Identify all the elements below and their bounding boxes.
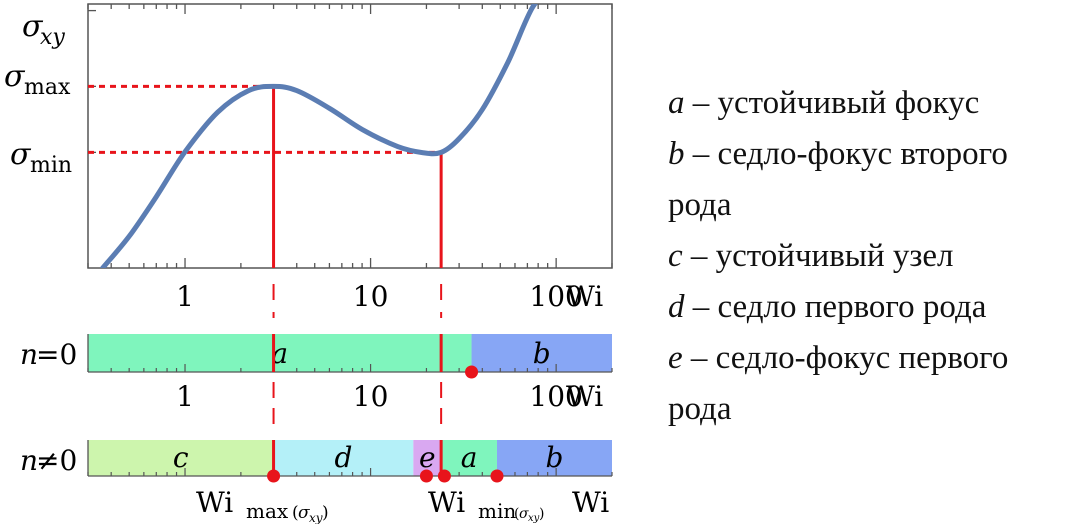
svg-text:max: max (246, 499, 289, 523)
bar-segment-label-b: b (533, 337, 551, 370)
legend-item-e: e – седло-фокус первого (668, 340, 1009, 376)
svg-text:n: n (20, 338, 38, 371)
legend-item-a: a – устойчивый фокус (668, 85, 980, 121)
bar-segment-label-a: a (271, 337, 288, 370)
bar-segment-c (88, 440, 274, 476)
bar-label-n-zero: n =0 (20, 338, 77, 371)
y-label-sigma-min: σ min (10, 137, 72, 178)
svg-text:xy: xy (309, 511, 323, 524)
svg-text:Wi: Wi (428, 486, 465, 519)
guide-lines (88, 84, 443, 430)
x-tick-label-mid-10: 10 (353, 380, 389, 413)
x-axis-label-bottom: Wi (572, 486, 609, 519)
legend: a – устойчивый фокус b – седло-фокус вто… (668, 78, 1078, 435)
svg-text:max: max (24, 75, 71, 100)
bar-segment-b (471, 334, 612, 372)
transition-point (267, 469, 281, 483)
bar-segment-label-d: d (334, 441, 352, 474)
stress-curve (100, 4, 538, 268)
x-axis-label-top: Wi (566, 280, 603, 313)
legend-item-e-cont: рода (668, 391, 732, 427)
x-tick-label-mid-1: 1 (176, 380, 194, 413)
bar-segment-label-c: c (173, 441, 189, 474)
legend-item-b-cont: рода (668, 187, 732, 223)
svg-text:xy: xy (40, 25, 65, 50)
bar-segment-label-e: e (419, 441, 436, 474)
x-tick-label-mid-100: 100 (529, 380, 582, 413)
svg-text:Wi: Wi (196, 486, 233, 519)
bar-segment-a (88, 334, 472, 372)
legend-item-b: b – седло-фокус второго (668, 136, 1008, 172)
svg-text:(: ( (514, 506, 519, 522)
svg-text:min: min (30, 153, 72, 178)
svg-text:σ: σ (22, 9, 44, 44)
svg-text:xy: xy (528, 513, 540, 524)
svg-text:σ: σ (10, 137, 32, 172)
bar-segment-d (273, 440, 414, 476)
svg-text:σ: σ (519, 506, 529, 522)
transition-point (437, 469, 451, 483)
svg-text:=0: =0 (36, 338, 77, 371)
y-label-sigma-xy: σ xy (22, 9, 65, 50)
wi-max-label: Wi max ( σ xy ) (196, 486, 329, 524)
svg-text:min: min (478, 499, 516, 523)
transition-point (419, 469, 433, 483)
plot-frame (87, 3, 613, 269)
x-tick-label-top-10: 10 (353, 280, 389, 313)
x-tick-label-top-100: 100 (529, 280, 582, 313)
bar-segment-b (496, 440, 612, 476)
transition-point (490, 469, 504, 483)
svg-text:σ: σ (4, 59, 26, 94)
legend-item-d: d – седло первого рода (668, 289, 987, 325)
svg-text:): ) (322, 503, 329, 523)
bar-label-n-nonzero: n ≠0 (20, 444, 77, 477)
svg-text:σ: σ (298, 503, 310, 523)
axis-ticks (87, 4, 613, 268)
wi-min-label: Wi min ( σ xy ) (428, 486, 544, 524)
bar-segment-a (441, 440, 497, 476)
x-axis-label-middle: Wi (566, 380, 603, 413)
bar-segment-label-b: b (546, 441, 564, 474)
transition-points (267, 365, 504, 483)
x-tick-label-top-1: 1 (176, 280, 194, 313)
svg-text:≠0: ≠0 (36, 444, 77, 477)
svg-text:n: n (20, 444, 38, 477)
transition-point (465, 365, 479, 379)
bar-segment-label-a: a (461, 441, 478, 474)
y-label-sigma-max: σ max (4, 59, 71, 100)
svg-text:): ) (539, 506, 544, 522)
svg-text:(: ( (292, 503, 299, 523)
legend-item-c: c – устойчивый узел (668, 238, 954, 274)
